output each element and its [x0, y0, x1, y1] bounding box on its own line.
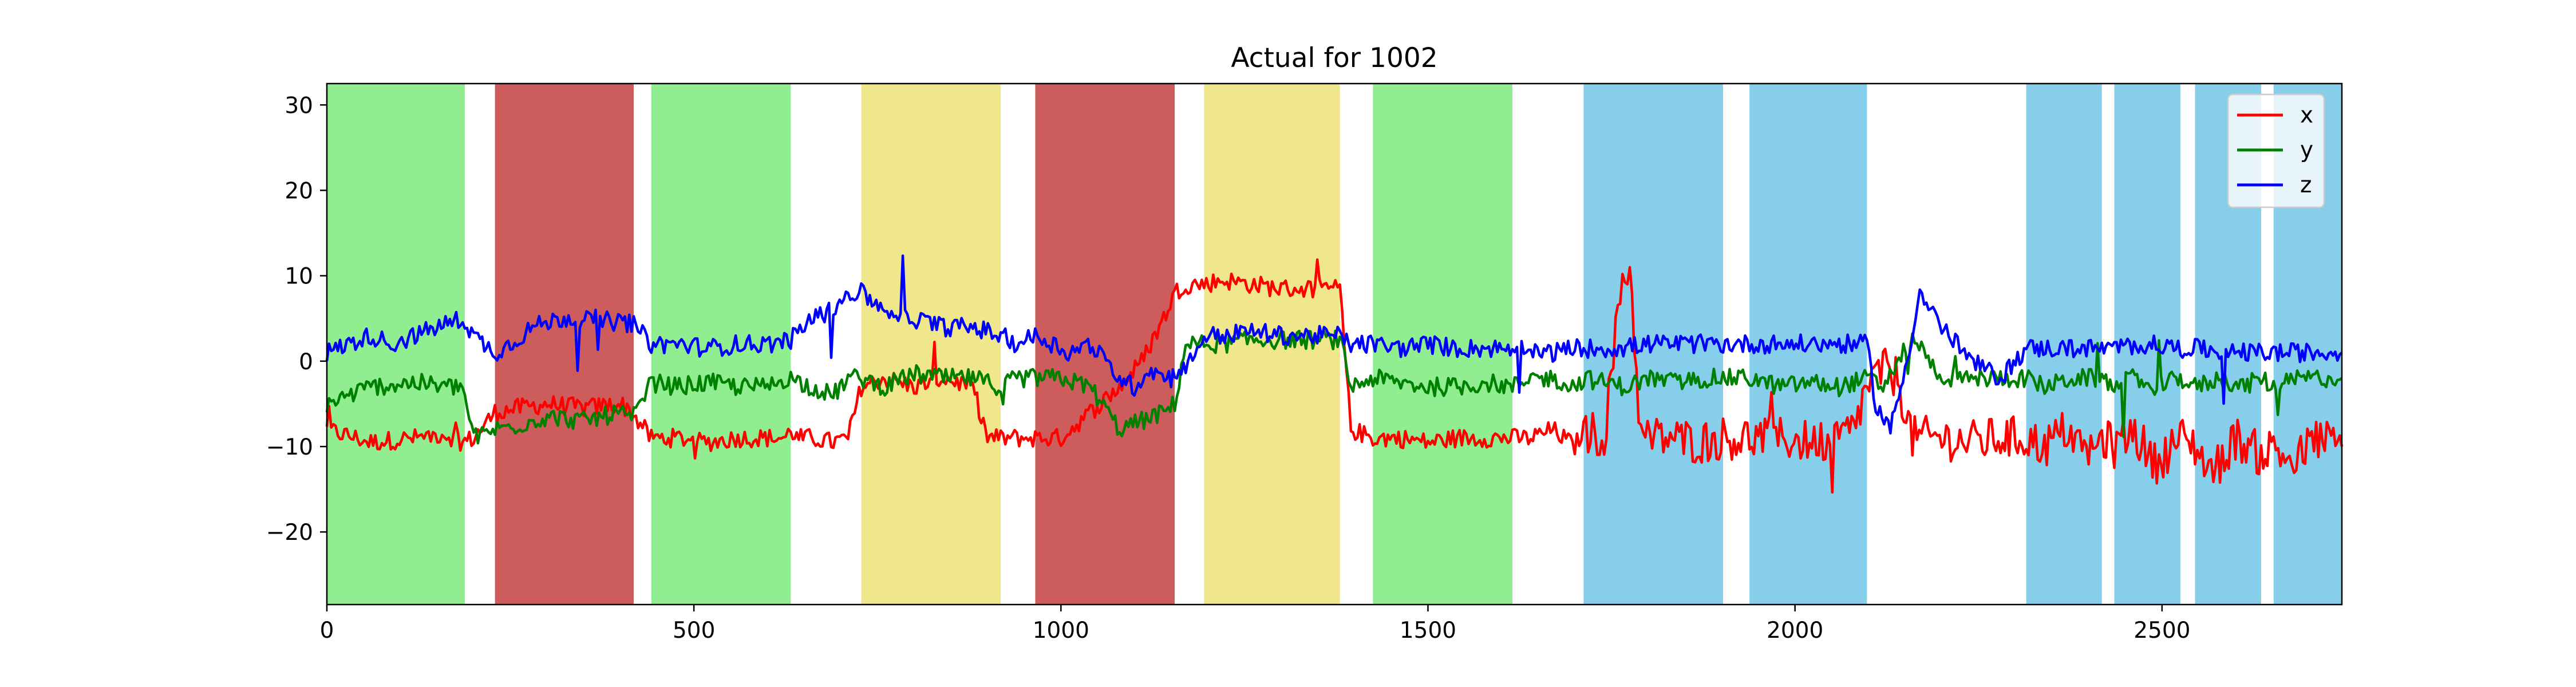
series-line-y — [325, 329, 2343, 445]
legend-label-y: y — [2300, 137, 2313, 163]
x-tick-label: 2500 — [2134, 618, 2190, 643]
activity-band — [861, 84, 1001, 605]
x-tick-label: 1000 — [1033, 618, 1089, 643]
y-tick-label: −10 — [266, 435, 313, 460]
y-tick-label: −20 — [266, 520, 313, 546]
x-tick-label: 500 — [673, 618, 715, 643]
legend-label-x: x — [2300, 102, 2313, 128]
x-tick-label: 2000 — [1767, 618, 1823, 643]
x-tick-label: 1500 — [1400, 618, 1456, 643]
plot-frame — [326, 82, 2343, 606]
y-tick-label: 30 — [285, 93, 313, 119]
legend-label-z: z — [2300, 172, 2312, 198]
y-tick-label: 10 — [285, 264, 313, 290]
y-tick-label: 0 — [299, 349, 313, 375]
y-axis: −20 −10 0 10 20 30 — [266, 93, 327, 546]
series-line-x — [325, 258, 2344, 494]
x-tick-label: 0 — [320, 618, 334, 643]
series-lines — [325, 254, 2344, 494]
legend: xyz — [2227, 93, 2325, 208]
x-axis: 0 500 1000 1500 2000 2500 — [320, 605, 2190, 643]
activity-bands — [327, 84, 2342, 605]
y-tick-label: 20 — [285, 178, 313, 204]
chart-title: Actual for 1002 — [1231, 42, 1437, 74]
activity-band — [327, 84, 465, 605]
series-line-z — [325, 254, 2343, 435]
